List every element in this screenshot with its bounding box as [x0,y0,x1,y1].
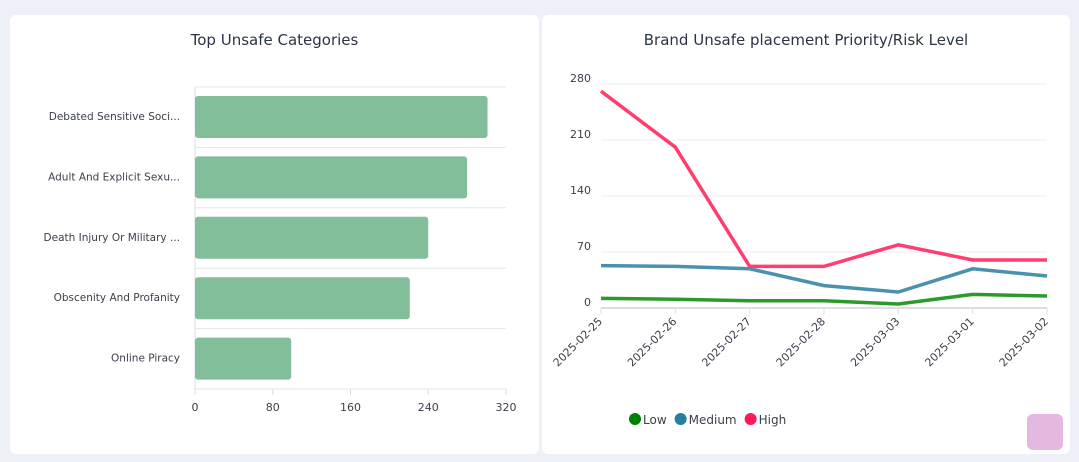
line-y-tick-label: 210 [570,128,591,141]
bar-category-label: Adult And Explicit Sexu... [48,171,180,183]
line-x-tick-label: 2025-03-03 [848,315,902,369]
bar-category-label: Death Injury Or Military ... [44,232,180,244]
bar [195,337,292,380]
legend-label-low: Low [643,413,667,427]
series-line-medium [600,263,1048,294]
legend-label-high: High [759,413,787,427]
bar [195,277,410,320]
legend-marker-low [629,413,641,425]
line-y-tick-label: 140 [570,184,591,197]
series-line-low [600,292,1048,306]
line-x-tick-label: 2025-02-25 [551,315,605,369]
legend-label-medium: Medium [689,413,737,427]
bar-x-tick-label: 160 [340,401,361,414]
bar-x-tick-label: 240 [418,401,439,414]
legend-marker-medium [674,413,687,425]
line-y-tick-label: 0 [584,296,591,309]
line-chart-title: Brand Unsafe placement Priority/Risk Lev… [643,31,969,49]
floating-action-button[interactable] [1027,414,1063,450]
line-x-tick-label: 2025-03-02 [997,315,1051,369]
series-line-high [599,89,1047,269]
line-x-tick-label: 2025-02-28 [774,315,828,369]
bar-chart-title: Top Unsafe Categories [190,31,359,49]
line-y-tick-label: 70 [577,240,591,253]
bar-category-label: Online Piracy [111,353,180,365]
legend-marker-high [744,413,757,425]
bar-category-label: Obscenity And Profanity [54,292,180,304]
bar [195,216,429,259]
risk-level-card: Brand Unsafe placement Priority/Risk Lev… [542,15,1070,454]
bar-x-tick-label: 320 [496,401,517,414]
line-x-tick-label: 2025-03-01 [922,315,976,369]
bar-category-label: Debated Sensitive Soci... [49,111,180,123]
bar [195,156,468,199]
line-x-tick-label: 2025-02-27 [699,315,753,369]
bar-x-tick-label: 0 [192,401,199,414]
bar-x-tick-label: 80 [266,401,280,414]
line-y-tick-label: 280 [570,72,591,85]
bar [195,96,488,138]
line-x-tick-label: 2025-02-26 [625,315,679,369]
